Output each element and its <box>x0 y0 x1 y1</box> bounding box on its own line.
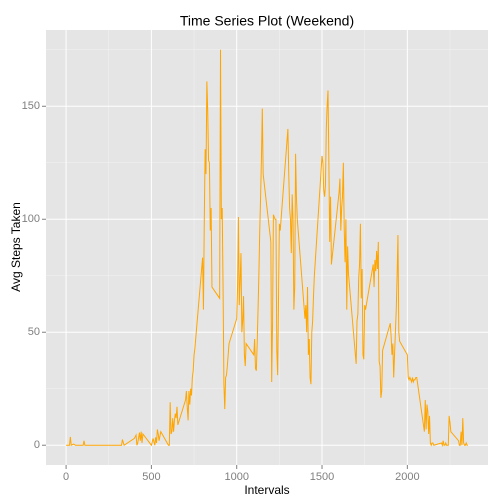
x-axis-label: Intervals <box>244 483 289 497</box>
y-tick-label: 0 <box>34 439 40 451</box>
chart-title: Time Series Plot (Weekend) <box>180 13 354 29</box>
y-tick-label: 100 <box>22 213 40 225</box>
x-tick-label: 0 <box>63 471 69 483</box>
y-axis-label: Avg Steps Taken <box>9 202 23 292</box>
x-tick-label: 500 <box>142 471 160 483</box>
data-line <box>66 49 468 448</box>
y-tick-label: 50 <box>28 326 40 338</box>
x-tick-label: 1000 <box>224 471 248 483</box>
y-tick-label: 150 <box>22 100 40 112</box>
panel <box>46 30 488 465</box>
x-tick-label: 2000 <box>395 471 419 483</box>
x-tick-label: 1500 <box>310 471 334 483</box>
